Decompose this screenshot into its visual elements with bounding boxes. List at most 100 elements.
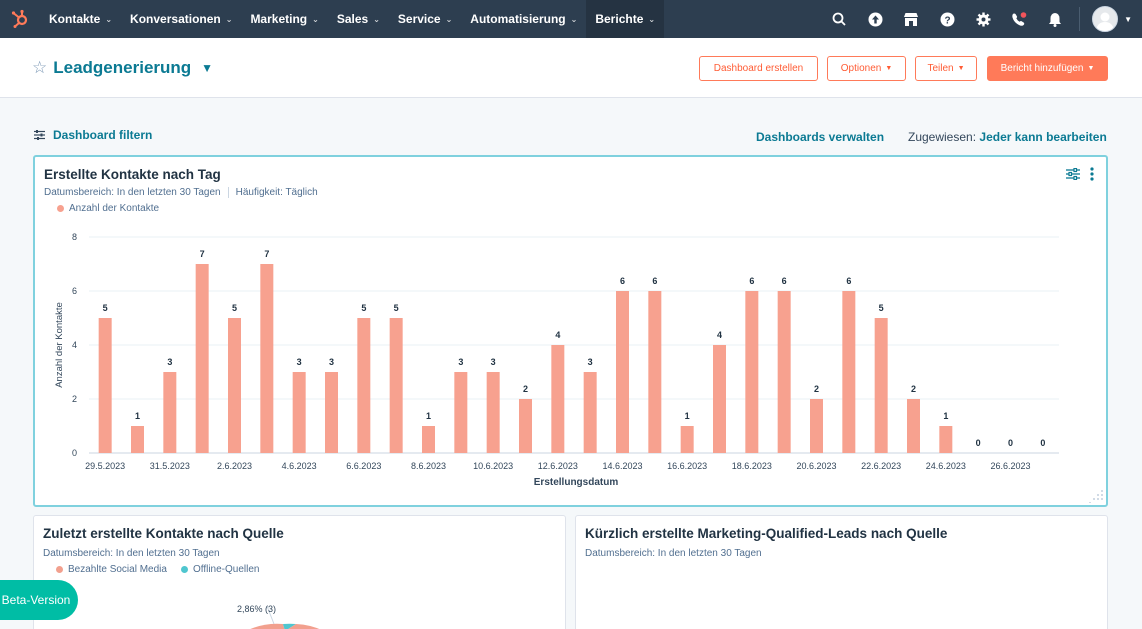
nav-item-label: Automatisierung [470, 12, 566, 26]
report-frequency: Häufigkeit: Täglich [235, 187, 318, 198]
report-card-mql-by-source[interactable]: Kürzlich erstellte Marketing-Qualified-L… [575, 515, 1108, 629]
pie-slice-offline[interactable] [283, 623, 296, 629]
legend-item[interactable]: Offline-Quellen [180, 564, 259, 575]
legend-dot [180, 565, 188, 573]
bar-16.6.2023[interactable] [680, 426, 694, 453]
legend-item[interactable]: Bezahlte Social Media [56, 564, 167, 575]
bar-7.6.2023[interactable] [389, 318, 403, 453]
beta-version-button[interactable]: Beta-Version [0, 580, 78, 620]
dashboard-title[interactable]: Leadgenerierung [53, 58, 192, 77]
account-menu-chevron-icon[interactable]: ▼ [1124, 14, 1132, 24]
bar-value-label: 5 [879, 303, 884, 313]
chart-legend: Bezahlte Social Media Offline-Quellen [56, 564, 259, 575]
report-title[interactable]: Erstellte Kontakte nach Tag [44, 167, 221, 182]
bar-8.6.2023[interactable] [422, 426, 435, 453]
report-card-contacts-by-day[interactable]: Erstellte Kontakte nach Tag Datumsbereic… [33, 155, 1108, 507]
bar-5.6.2023[interactable] [325, 372, 338, 453]
bar-17.6.2023[interactable] [713, 345, 726, 453]
bar-21.6.2023[interactable] [842, 291, 856, 453]
nav-item-automatisierung[interactable]: Automatisierung ⌄ [461, 0, 586, 38]
bar-value-label: 1 [685, 411, 690, 421]
manage-dashboards-link[interactable]: Dashboards verwalten [756, 130, 885, 144]
bar-9.6.2023[interactable] [454, 372, 468, 453]
bar-14.6.2023[interactable] [616, 291, 629, 453]
bar-4.6.2023[interactable] [292, 372, 306, 453]
meta-separator [227, 187, 229, 198]
options-button[interactable]: Optionen ▼ [827, 56, 906, 81]
search-icon[interactable] [821, 0, 857, 38]
pie-slice-paid-social[interactable] [285, 624, 324, 629]
nav-menu: Kontakte ⌄ Konversationen ⌄ Marketing ⌄ Sales ⌄… [40, 0, 665, 38]
dashboard-select-caret-icon[interactable]: ▼ [201, 61, 214, 75]
bar-18.6.2023[interactable] [745, 291, 759, 453]
nav-item-kontakte[interactable]: Kontakte ⌄ [40, 0, 121, 38]
report-title[interactable]: Zuletzt erstellte Kontakte nach Quelle [43, 526, 284, 541]
bar-3.6.2023[interactable] [260, 264, 274, 453]
bar-29.5.2023[interactable] [98, 318, 112, 453]
nav-item-sales[interactable]: Sales ⌄ [328, 0, 389, 38]
share-label: Teilen [927, 63, 954, 74]
marketplace-icon[interactable] [893, 0, 929, 38]
calling-phone-icon[interactable] [1001, 0, 1037, 38]
bar-2.6.2023[interactable] [228, 318, 241, 453]
bar-20.6.2023[interactable] [810, 399, 823, 453]
nav-item-konversationen[interactable]: Konversationen ⌄ [121, 0, 241, 38]
bar-12.6.2023[interactable] [551, 345, 565, 453]
nav-item-marketing[interactable]: Marketing ⌄ [241, 0, 327, 38]
report-title[interactable]: Kürzlich erstellte Marketing-Qualified-L… [585, 526, 948, 541]
bar-10.6.2023[interactable] [486, 372, 500, 453]
bar-24.6.2023[interactable] [939, 426, 953, 453]
add-report-label: Bericht hinzufügen [1000, 63, 1084, 74]
nav-item-label: Berichte [595, 12, 644, 26]
favorite-star-icon[interactable]: ☆ [32, 58, 48, 77]
bar-30.5.2023[interactable] [131, 426, 144, 453]
chevron-down-icon: ⌄ [225, 14, 233, 24]
x-axis-label: Erstellungsdatum [534, 477, 619, 488]
bar-value-label: 6 [782, 276, 787, 286]
add-report-button[interactable]: Bericht hinzufügen ▼ [987, 56, 1108, 81]
nav-item-berichte[interactable]: Berichte ⌄ [586, 0, 665, 38]
dashboard-header: ☆ Leadgenerierung ▼ Dashboard erstellen … [0, 38, 1142, 98]
upgrade-icon[interactable] [857, 0, 893, 38]
user-avatar[interactable] [1092, 6, 1119, 32]
bar-1.6.2023[interactable] [195, 264, 209, 453]
report-card-contacts-by-source[interactable]: Zuletzt erstellte Kontakte nach Quelle D… [33, 515, 566, 629]
bar-value-label: 0 [1040, 438, 1045, 448]
bar-13.6.2023[interactable] [583, 372, 597, 453]
pie-label-leader [266, 605, 275, 625]
bar-value-label: 4 [717, 330, 722, 340]
dashboard-filter-button[interactable]: Dashboard filtern [34, 128, 152, 142]
legend-item[interactable]: Anzahl der Kontakte [57, 203, 159, 214]
pie-slice-paid-social[interactable] [246, 623, 285, 629]
report-filter-sliders-icon[interactable] [1066, 168, 1080, 180]
bar-31.5.2023[interactable] [163, 372, 177, 453]
y-tick-label: 2 [72, 394, 77, 404]
nav-item-label: Konversationen [130, 12, 221, 26]
create-dashboard-button[interactable]: Dashboard erstellen [699, 56, 818, 81]
bar-value-label: 5 [232, 303, 237, 313]
bar-value-label: 3 [167, 357, 172, 367]
legend-dot [57, 204, 64, 212]
x-tick-label: 31.5.2023 [150, 461, 190, 471]
x-tick-label: 4.6.2023 [282, 461, 317, 471]
bar-6.6.2023[interactable] [357, 318, 371, 453]
help-icon[interactable]: ? [929, 0, 965, 38]
bar-15.6.2023[interactable] [648, 291, 662, 453]
assigned-value-link[interactable]: Jeder kann bearbeiten [979, 130, 1107, 144]
resize-handle-icon[interactable] [1088, 487, 1104, 503]
share-button[interactable]: Teilen ▼ [915, 56, 977, 81]
x-tick-label: 22.6.2023 [861, 461, 901, 471]
notifications-bell-icon[interactable] [1037, 0, 1073, 38]
x-tick-label: 8.6.2023 [411, 461, 446, 471]
nav-item-label: Marketing [250, 12, 308, 26]
bar-22.6.2023[interactable] [874, 318, 888, 453]
bar-23.6.2023[interactable] [907, 399, 920, 453]
settings-gear-icon[interactable] [965, 0, 1001, 38]
report-more-options-icon[interactable] [1090, 167, 1094, 181]
hubspot-logo-icon[interactable] [0, 0, 40, 38]
bar-value-label: 4 [555, 330, 560, 340]
bar-19.6.2023[interactable] [777, 291, 791, 453]
bar-11.6.2023[interactable] [519, 399, 532, 453]
x-tick-label: 18.6.2023 [732, 461, 772, 471]
nav-item-service[interactable]: Service ⌄ [389, 0, 461, 38]
